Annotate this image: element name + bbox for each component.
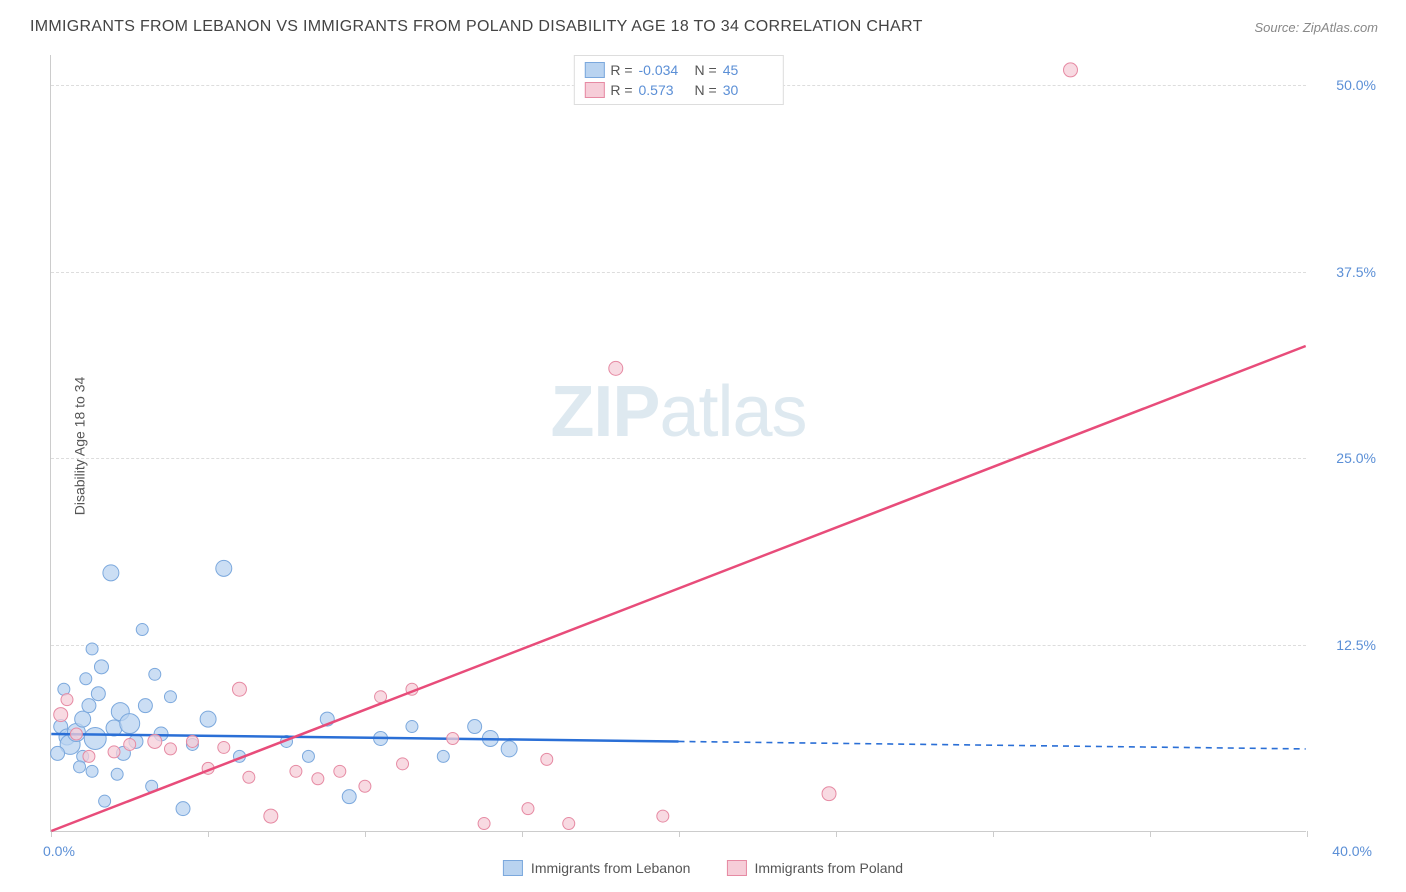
legend-item-poland: Immigrants from Poland [726,860,903,876]
scatter-point [563,818,575,830]
scatter-point [54,708,68,722]
scatter-point [124,738,136,750]
scatter-point [822,787,836,801]
legend-swatch-poland [726,860,746,876]
x-tick [993,831,994,837]
scatter-point [312,773,324,785]
x-tick [522,831,523,837]
legend-label-lebanon: Immigrants from Lebanon [531,860,691,876]
x-tick-label-max: 40.0% [1332,843,1372,859]
scatter-point [120,714,140,734]
scatter-point [86,643,98,655]
scatter-point [468,720,482,734]
scatter-point [657,810,669,822]
scatter-point [478,818,490,830]
scatter-point [111,768,123,780]
scatter-point [70,728,82,740]
plot-area: ZIPatlas 12.5%25.0%37.5%50.0% 0.0% 40.0%… [50,55,1306,832]
scatter-point [103,565,119,581]
scatter-point [541,753,553,765]
scatter-point [51,746,65,760]
scatter-point [302,750,314,762]
scatter-point [447,732,459,744]
scatter-point [290,765,302,777]
scatter-point [82,699,96,713]
scatter-point [108,746,120,758]
scatter-point [164,691,176,703]
source-attribution: Source: ZipAtlas.com [1254,20,1378,35]
y-tick-label: 50.0% [1316,77,1376,93]
scatter-point [148,734,162,748]
scatter-svg [51,55,1306,831]
regression-line-solid [51,346,1305,831]
scatter-point [218,741,230,753]
scatter-point [437,750,449,762]
scatter-point [501,741,517,757]
scatter-point [186,735,198,747]
scatter-point [84,727,106,749]
regression-line-solid [51,734,678,741]
scatter-point [136,624,148,636]
x-tick [208,831,209,837]
scatter-point [264,809,278,823]
scatter-point [397,758,409,770]
scatter-point [522,803,534,815]
x-tick [679,831,680,837]
scatter-point [80,673,92,685]
scatter-point [406,721,418,733]
legend-swatch-lebanon [503,860,523,876]
legend-item-lebanon: Immigrants from Lebanon [503,860,691,876]
scatter-point [243,771,255,783]
x-tick-label-min: 0.0% [43,843,75,859]
scatter-point [334,765,346,777]
scatter-point [176,802,190,816]
scatter-point [342,790,356,804]
x-tick [1150,831,1151,837]
y-tick-label: 37.5% [1316,264,1376,280]
scatter-point [91,687,105,701]
scatter-point [61,694,73,706]
scatter-point [164,743,176,755]
scatter-point [86,765,98,777]
scatter-point [609,361,623,375]
scatter-point [1064,63,1078,77]
legend-label-poland: Immigrants from Poland [754,860,903,876]
chart-title: IMMIGRANTS FROM LEBANON VS IMMIGRANTS FR… [30,18,923,36]
x-tick [836,831,837,837]
y-tick-label: 25.0% [1316,450,1376,466]
scatter-point [99,795,111,807]
x-tick [365,831,366,837]
scatter-point [94,660,108,674]
scatter-point [200,711,216,727]
y-tick-label: 12.5% [1316,637,1376,653]
scatter-point [75,711,91,727]
scatter-point [74,761,86,773]
scatter-point [149,668,161,680]
series-legend: Immigrants from Lebanon Immigrants from … [503,860,903,876]
regression-line-dashed [679,741,1306,748]
scatter-point [359,780,371,792]
scatter-point [138,699,152,713]
scatter-point [232,682,246,696]
scatter-point [216,560,232,576]
x-tick [1307,831,1308,837]
scatter-point [83,750,95,762]
